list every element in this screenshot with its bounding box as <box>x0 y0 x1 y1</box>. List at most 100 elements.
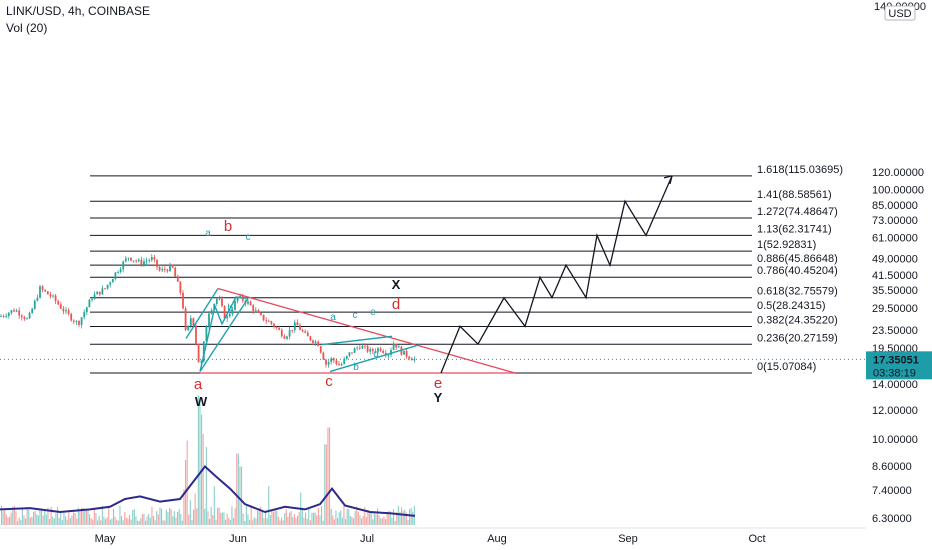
volume-bar <box>151 506 153 525</box>
time-axis-group[interactable]: May Jun Jul Aug Sep Oct <box>0 527 866 545</box>
volume-bar <box>277 516 279 525</box>
fib-level-label: 0.786(40.45204) <box>757 265 838 277</box>
candle-body <box>72 320 75 322</box>
volume-bar <box>365 516 367 525</box>
volume-bar <box>265 512 267 525</box>
volume-bar <box>209 518 211 525</box>
volume-bar <box>404 509 406 525</box>
candle-body <box>356 347 359 349</box>
volume-bar <box>233 517 235 525</box>
volume-bar <box>194 493 196 525</box>
volume-bar <box>378 515 380 525</box>
volume-bar <box>237 453 239 525</box>
volume-bar <box>21 507 23 525</box>
candle-body <box>184 308 187 331</box>
candle-body <box>299 325 301 330</box>
volume-bar <box>234 507 236 525</box>
volume-bar <box>154 520 156 525</box>
volume-bar <box>173 511 175 525</box>
candle-body <box>140 259 143 265</box>
volume-bar <box>47 507 49 525</box>
volume-bar <box>386 512 388 525</box>
volume-bar <box>329 427 331 525</box>
fib-level-label: 0.886(45.86648) <box>757 253 838 265</box>
volume-bar <box>389 511 391 525</box>
volume-bar <box>207 511 209 525</box>
volume-bar <box>361 518 363 525</box>
candle-body <box>361 345 364 349</box>
candle-body <box>80 317 83 325</box>
volume-bar <box>388 511 390 525</box>
volume-bar <box>130 519 132 525</box>
fib-level-label: 0.236(20.27159) <box>757 332 838 344</box>
volume-bar <box>114 516 116 525</box>
candle-body <box>200 361 203 363</box>
volume-bar <box>111 518 113 525</box>
price-tick-label: 12.00000 <box>872 405 918 417</box>
volume-bar <box>311 512 313 525</box>
volume-bar <box>268 486 270 525</box>
volume-bar <box>357 511 359 525</box>
candle-body <box>59 304 62 309</box>
candle-body <box>96 291 99 295</box>
volume-bar <box>362 515 364 525</box>
volume-bar <box>135 516 137 525</box>
volume-bar <box>305 512 307 525</box>
price-tick-label: 14.00000 <box>872 379 918 391</box>
candle-body <box>150 257 153 261</box>
candle-body <box>114 272 117 280</box>
volume-bar <box>98 515 100 525</box>
volume-bar <box>117 520 119 525</box>
volume-bar <box>298 512 300 525</box>
volume-bar <box>381 518 383 525</box>
volume-bar <box>261 511 263 525</box>
volume-bar <box>180 513 182 525</box>
volume-bar <box>167 512 169 525</box>
volume-bar <box>247 514 249 525</box>
volume-bar <box>5 514 7 525</box>
candle-body <box>314 341 317 343</box>
volume-bar <box>285 509 287 525</box>
volume-bar <box>25 518 27 525</box>
volume-bar <box>210 506 212 525</box>
candle-body <box>117 272 119 273</box>
candle-body <box>130 257 132 261</box>
wave-label: c <box>325 373 333 390</box>
volume-bar <box>92 519 94 525</box>
volume-bar <box>20 519 22 525</box>
volume-bar <box>17 521 19 525</box>
currency-badge[interactable] <box>884 5 916 21</box>
volume-bar <box>177 512 179 525</box>
candle-body <box>296 322 299 326</box>
volume-bar <box>373 512 375 525</box>
volume-bar <box>370 512 372 525</box>
volume-bar <box>178 509 180 525</box>
price-axis-bg <box>866 0 932 550</box>
triangle-upper-line <box>217 287 516 374</box>
candle-body <box>228 314 231 317</box>
volume-bar <box>143 514 145 525</box>
volume-bar <box>218 507 220 525</box>
volume-bar <box>319 515 321 525</box>
projected-path <box>440 175 673 374</box>
fib-level-label: 1.272(74.48647) <box>757 206 838 218</box>
candle-body <box>325 359 327 365</box>
volume-indicator-label[interactable]: Vol (20) <box>6 21 48 35</box>
volume-bar <box>375 514 377 525</box>
volume-bar <box>229 519 231 525</box>
volume-ma-group <box>0 465 416 517</box>
candle-body <box>236 297 239 302</box>
volume-bar <box>372 519 374 525</box>
candle-body <box>169 264 171 272</box>
fib-level-label: 1.41(88.58561) <box>757 189 832 201</box>
volume-bar <box>367 509 369 525</box>
candle-body <box>223 305 226 319</box>
candle-body <box>327 361 330 365</box>
volume-bar <box>124 511 126 525</box>
volume-bar <box>109 519 111 525</box>
candle-body <box>88 299 91 308</box>
bar-countdown: 03:38:19 <box>873 367 916 379</box>
volume-bar <box>119 505 121 525</box>
